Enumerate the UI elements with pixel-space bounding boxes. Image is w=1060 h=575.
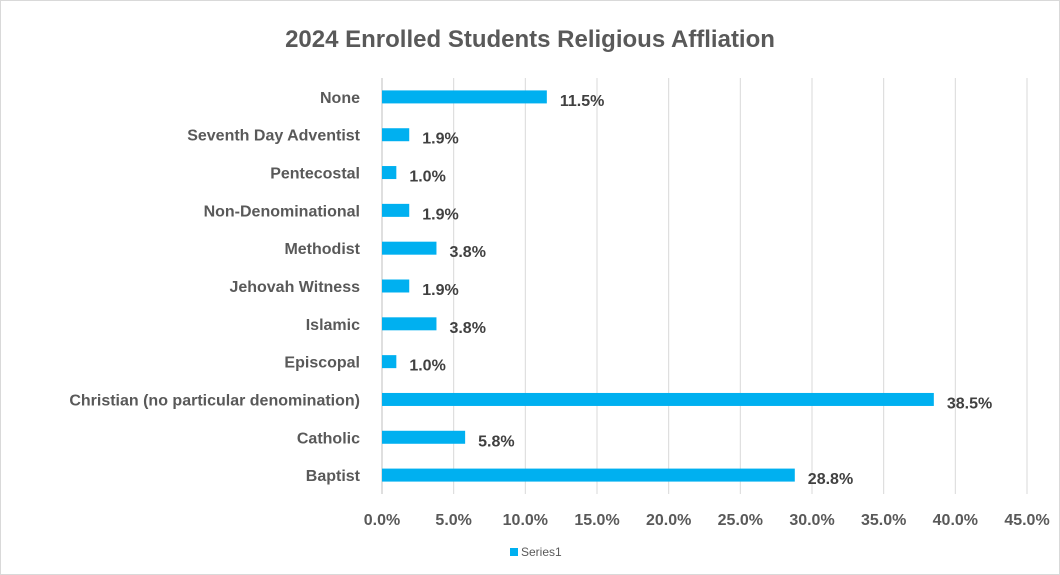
bar (382, 392, 934, 406)
data-label: 1.9% (422, 131, 458, 148)
x-tick-label: 0.0% (364, 512, 400, 529)
data-label: 1.9% (422, 206, 458, 223)
category-label: Islamic (306, 317, 360, 334)
legend-label-series1: Series1 (521, 545, 562, 559)
data-label: 3.8% (449, 244, 485, 261)
data-label: 1.0% (409, 169, 445, 186)
bar (382, 430, 466, 444)
x-tick-label: 20.0% (646, 512, 691, 529)
x-tick-label: 5.0% (435, 512, 471, 529)
bar (382, 128, 410, 142)
legend-swatch (510, 548, 518, 556)
chart-title: 2024 Enrolled Students Religious Affliat… (285, 26, 775, 53)
legend: Series1 (510, 545, 562, 559)
category-label: Christian (no particular denomination) (69, 392, 360, 409)
data-label: 38.5% (947, 395, 992, 412)
data-label: 28.8% (808, 471, 853, 488)
x-tick-label: 40.0% (933, 512, 978, 529)
x-tick-label: 25.0% (718, 512, 763, 529)
bar (382, 203, 410, 217)
bar (382, 317, 437, 331)
data-label: 1.0% (409, 358, 445, 375)
bar (382, 241, 437, 255)
category-label: Non-Denominational (204, 203, 360, 220)
bar (382, 355, 397, 369)
category-label: None (320, 90, 360, 107)
bar (382, 90, 547, 104)
x-tick-label: 35.0% (861, 512, 906, 529)
category-label: Jehovah Witness (229, 279, 360, 296)
x-tick-label: 10.0% (503, 512, 548, 529)
x-tick-label: 15.0% (574, 512, 619, 529)
bar (382, 279, 410, 293)
data-label: 11.5% (560, 93, 604, 110)
data-label: 1.9% (422, 282, 458, 299)
category-label: Methodist (284, 241, 360, 258)
category-label: Pentecostal (270, 166, 360, 183)
data-label: 5.8% (478, 433, 514, 450)
bar (382, 166, 397, 180)
category-label: Baptist (306, 468, 361, 485)
bar (382, 468, 795, 482)
category-label: Episcopal (284, 355, 360, 372)
x-tick-label: 30.0% (789, 512, 834, 529)
category-label: Catholic (297, 430, 360, 447)
data-label: 3.8% (449, 320, 485, 337)
x-tick-label: 45.0% (1004, 512, 1049, 529)
category-label: Seventh Day Adventist (187, 128, 360, 145)
